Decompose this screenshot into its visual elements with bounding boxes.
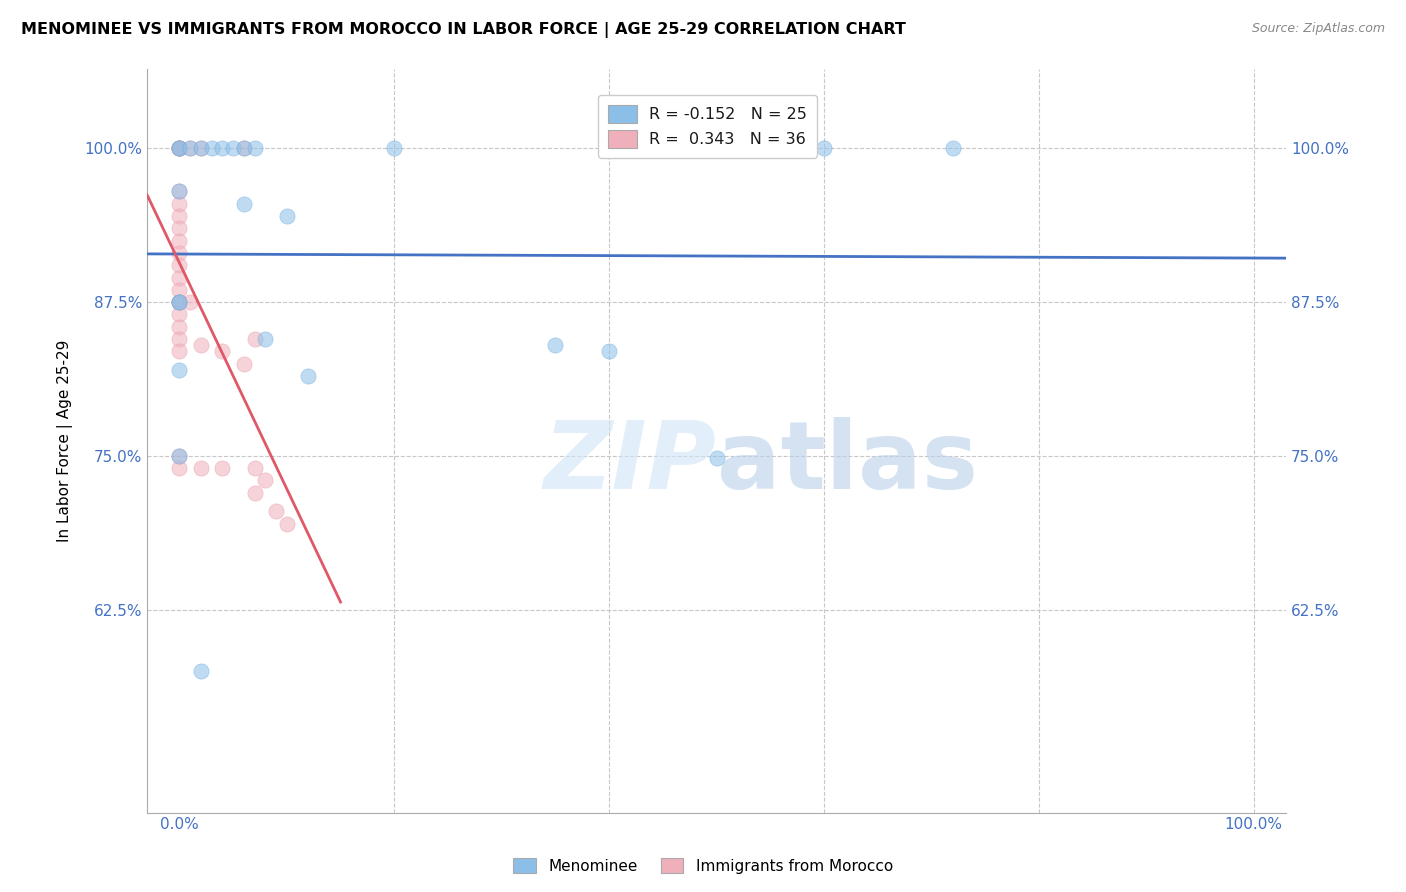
Point xyxy=(190,338,212,352)
Point xyxy=(169,319,191,334)
Y-axis label: In Labor Force | Age 25-29: In Labor Force | Age 25-29 xyxy=(58,339,73,541)
Point xyxy=(254,332,277,346)
Point xyxy=(598,344,620,359)
Point xyxy=(254,474,277,488)
Point xyxy=(222,141,245,155)
Point xyxy=(169,141,191,155)
Point xyxy=(169,185,191,199)
Point xyxy=(232,141,254,155)
Point xyxy=(190,141,212,155)
Point xyxy=(169,221,191,235)
Point xyxy=(169,344,191,359)
Point xyxy=(169,209,191,223)
Point xyxy=(169,196,191,211)
Point xyxy=(169,185,191,199)
Point xyxy=(169,141,191,155)
Point xyxy=(169,295,191,310)
Point xyxy=(232,196,254,211)
Point xyxy=(179,295,201,310)
Point xyxy=(190,461,212,475)
Point xyxy=(169,141,191,155)
Point xyxy=(169,270,191,285)
Point xyxy=(276,209,298,223)
Point xyxy=(169,283,191,297)
Point xyxy=(243,485,266,500)
Point xyxy=(169,295,191,310)
Point xyxy=(169,141,191,155)
Text: Source: ZipAtlas.com: Source: ZipAtlas.com xyxy=(1251,22,1385,36)
Text: MENOMINEE VS IMMIGRANTS FROM MOROCCO IN LABOR FORCE | AGE 25-29 CORRELATION CHAR: MENOMINEE VS IMMIGRANTS FROM MOROCCO IN … xyxy=(21,22,905,38)
Point xyxy=(297,368,319,383)
Point xyxy=(201,141,224,155)
Point xyxy=(276,516,298,531)
Point xyxy=(243,332,266,346)
Point xyxy=(190,664,212,678)
Point xyxy=(179,141,201,155)
Point xyxy=(211,461,233,475)
Point xyxy=(169,141,191,155)
Text: ZIP: ZIP xyxy=(544,417,717,508)
Point xyxy=(169,258,191,272)
Point xyxy=(179,141,201,155)
Point xyxy=(211,344,233,359)
Text: atlas: atlas xyxy=(717,417,977,508)
Legend: R = -0.152   N = 25, R =  0.343   N = 36: R = -0.152 N = 25, R = 0.343 N = 36 xyxy=(598,95,817,158)
Point xyxy=(169,141,191,155)
Point xyxy=(813,141,835,155)
Point xyxy=(169,234,191,248)
Point xyxy=(706,451,728,466)
Point xyxy=(169,246,191,260)
Point xyxy=(243,141,266,155)
Point xyxy=(169,461,191,475)
Point xyxy=(211,141,233,155)
Point xyxy=(169,295,191,310)
Point xyxy=(169,308,191,322)
Point xyxy=(942,141,965,155)
Point xyxy=(169,332,191,346)
Point xyxy=(169,295,191,310)
Point xyxy=(232,141,254,155)
Point xyxy=(232,357,254,371)
Point xyxy=(264,504,287,518)
Point xyxy=(169,363,191,377)
Point xyxy=(190,141,212,155)
Point xyxy=(169,449,191,463)
Point xyxy=(382,141,405,155)
Point xyxy=(169,449,191,463)
Point xyxy=(243,461,266,475)
Point xyxy=(544,338,567,352)
Legend: Menominee, Immigrants from Morocco: Menominee, Immigrants from Morocco xyxy=(508,852,898,880)
